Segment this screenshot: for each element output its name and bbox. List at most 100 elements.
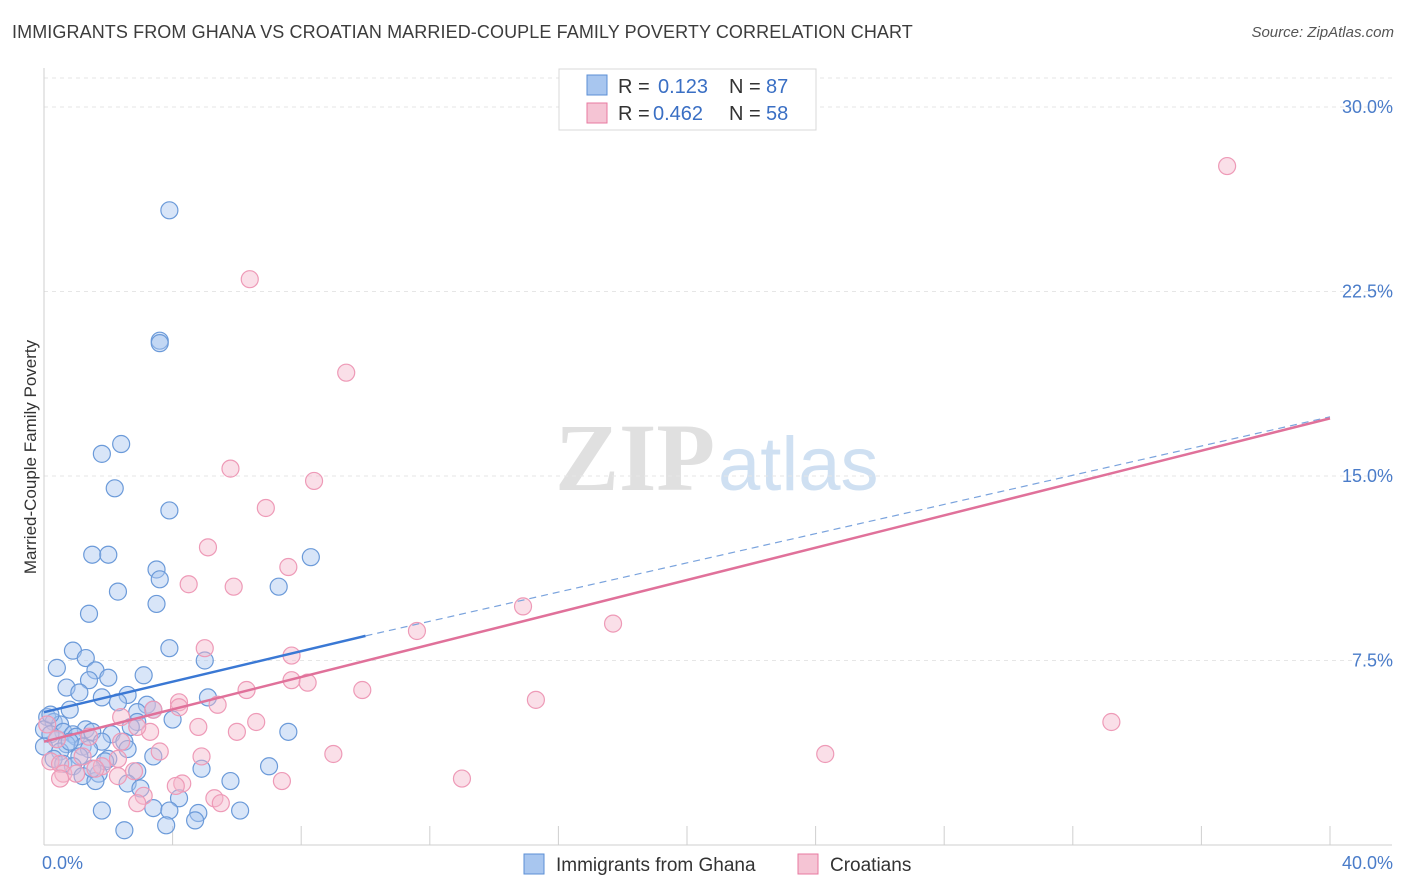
croatians-point-57 <box>128 794 147 813</box>
croatians-point-46 <box>54 764 73 783</box>
bottom-legend-swatch-ghana <box>523 853 545 875</box>
croatians-point-7 <box>279 557 298 577</box>
croatians-point-21 <box>208 695 227 714</box>
ghana-point-66 <box>259 757 279 776</box>
y-tick-label-0: 7.5% <box>1352 651 1393 671</box>
croatians-point-26 <box>1102 712 1121 732</box>
ghana-point-18 <box>76 648 95 668</box>
ghana-point-56 <box>118 739 137 759</box>
x-tick-labels: 0.0% 40.0% <box>42 853 1393 873</box>
croatians-point-42 <box>50 754 70 773</box>
ghana-point-13 <box>108 582 128 601</box>
croatians-point-0 <box>1218 156 1237 176</box>
ghana-point-82 <box>157 816 176 835</box>
ghana-point-72 <box>221 771 240 791</box>
legend-box: R = 0.123 N = 87 R = 0.462 N = 58 <box>558 68 817 131</box>
croatians-point-19 <box>526 690 545 709</box>
ghana-point-81 <box>186 811 205 830</box>
y-tick-label-2: 22.5% <box>1342 282 1393 302</box>
croatians-trend-line <box>43 417 1331 743</box>
croatians-point-50 <box>50 769 70 788</box>
legend-r-value-croatians: 0.462 <box>653 103 703 125</box>
ghana-point-45 <box>279 722 298 741</box>
ghana-point-9 <box>301 548 320 567</box>
legend-swatch-ghana <box>586 74 608 96</box>
bottom-legend-label-ghana: Immigrants from Ghana <box>556 855 756 876</box>
ghana-point-15 <box>79 604 99 623</box>
croatians-point-25 <box>247 712 266 732</box>
legend-swatch-croatians <box>586 102 608 124</box>
series-ghana-points <box>34 201 320 840</box>
croatians-point-28 <box>227 722 246 741</box>
bottom-legend-swatch-croatians <box>797 853 819 875</box>
croatians-point-38 <box>192 747 211 766</box>
ghana-point-57 <box>79 739 99 759</box>
croatians-point-2 <box>337 363 356 382</box>
croatians-point-45 <box>124 762 144 781</box>
ghana-point-11 <box>150 570 169 589</box>
croatians-point-54 <box>134 786 153 805</box>
croatians-point-36 <box>324 744 343 764</box>
croatians-point-49 <box>452 769 472 788</box>
x-tick-label-min: 0.0% <box>42 853 83 873</box>
ghana-trend-line <box>43 634 366 714</box>
legend-r-label-ghana: R = <box>618 76 650 98</box>
ghana-point-26 <box>70 683 89 702</box>
croatians-point-1 <box>240 270 259 289</box>
croatians-point-13 <box>195 639 214 658</box>
croatians-point-30 <box>38 715 57 734</box>
legend-r-label-croatians: R = <box>618 103 650 125</box>
ghana-point-7 <box>83 545 102 564</box>
croatians-point-9 <box>224 577 243 596</box>
legend-n-value-ghana: 87 <box>766 76 788 98</box>
ghana-point-83 <box>115 821 134 840</box>
croatians-point-51 <box>272 771 292 791</box>
ghana-point-5 <box>105 479 124 498</box>
x-tick-label-max: 40.0% <box>1342 853 1393 873</box>
croatians-point-11 <box>603 614 623 633</box>
ghana-point-62 <box>99 749 118 769</box>
bottom-legend: Immigrants from Ghana Croatians <box>523 853 911 876</box>
ghana-point-79 <box>160 801 179 820</box>
watermark-atlas: atlas <box>718 422 879 507</box>
ghana-point-12 <box>269 577 288 596</box>
axes <box>43 68 1392 846</box>
ghana-point-20 <box>47 658 66 677</box>
croatians-point-39 <box>73 747 92 766</box>
ghana-point-22 <box>134 666 153 685</box>
legend-n-label-croatians: N = <box>729 103 761 125</box>
watermark-zip: ZIP <box>555 404 715 511</box>
croatians-point-4 <box>304 471 324 491</box>
y-tick-labels: 7.5% 15.0% 22.5% 30.0% <box>1342 97 1393 671</box>
ghana-point-23 <box>99 668 118 687</box>
legend-n-value-croatians: 58 <box>766 103 788 125</box>
ghana-point-3 <box>112 434 131 454</box>
ghana-point-78 <box>92 801 111 820</box>
ghana-point-8 <box>99 545 118 564</box>
ghana-point-16 <box>160 639 179 658</box>
y-axis-label: Married-Couple Family Poverty <box>21 339 40 574</box>
croatians-point-44 <box>86 759 105 778</box>
ghana-point-14 <box>147 594 166 614</box>
ghana-point-67 <box>192 759 211 778</box>
croatians-point-27 <box>189 717 208 737</box>
ghana-point-77 <box>231 801 250 820</box>
croatians-point-40 <box>108 749 128 769</box>
croatians-point-17 <box>353 680 372 700</box>
watermark: ZIP atlas <box>555 404 879 511</box>
trend-lines <box>43 416 1331 743</box>
croatians-point-53 <box>166 776 185 796</box>
ghana-point-6 <box>160 501 179 520</box>
croatians-point-47 <box>67 764 86 783</box>
croatians-point-12 <box>407 621 427 641</box>
ghana-trend-extension <box>365 416 1331 637</box>
bottom-legend-label-croatians: Croatians <box>830 855 911 876</box>
croatians-point-6 <box>198 538 218 557</box>
ghana-point-10 <box>147 560 166 579</box>
legend-n-label-ghana: N = <box>729 76 761 98</box>
y-tick-label-1: 15.0% <box>1342 466 1393 486</box>
croatians-point-48 <box>108 767 128 786</box>
croatians-point-3 <box>221 459 240 478</box>
chart-title: IMMIGRANTS FROM GHANA VS CROATIAN MARRIE… <box>12 22 913 42</box>
croatians-point-56 <box>211 794 230 813</box>
